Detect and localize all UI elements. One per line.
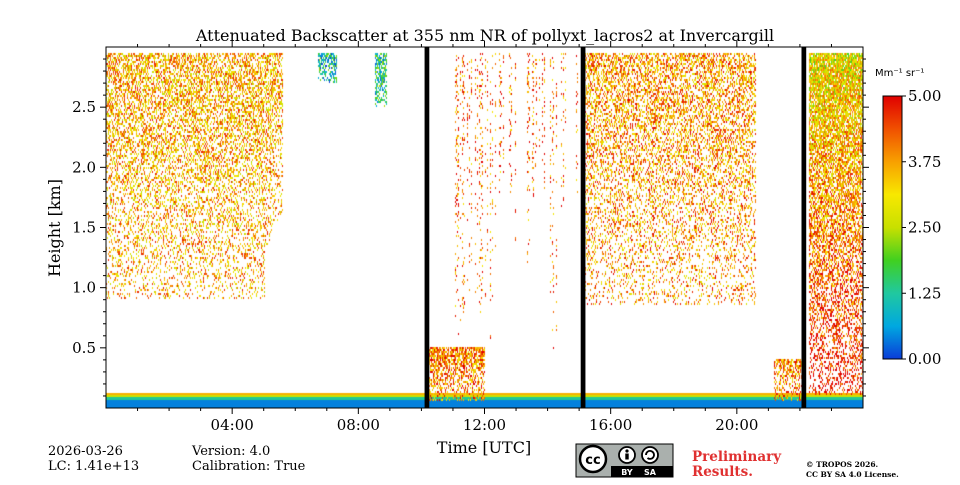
y-axis-title: Height [km] xyxy=(45,179,64,277)
colorbar xyxy=(882,95,903,360)
footer-lc: LC: 1.41e+13 xyxy=(48,459,139,474)
x-tick-label: 16:00 xyxy=(589,416,632,434)
copyright-line1: © TROPOS 2026. xyxy=(806,460,878,469)
no-data-gap xyxy=(580,47,586,408)
colorbar-tick-label: 1.25 xyxy=(908,284,941,302)
no-data-gap xyxy=(424,47,430,408)
x-tick-label: 08:00 xyxy=(337,416,380,434)
x-axis-title: Time [UTC] xyxy=(437,438,531,457)
x-tick-label: 20:00 xyxy=(715,416,758,434)
by-label: BY xyxy=(621,468,633,477)
x-axis: 04:00 08:00 12:00 16:00 20:00 xyxy=(137,41,832,434)
heatmap-canvas xyxy=(106,47,863,408)
y-tick-label: 1.0 xyxy=(72,279,96,297)
footer-date: 2026-03-26 xyxy=(48,444,123,459)
x-tick-label: 12:00 xyxy=(463,416,506,434)
x-tick-label: 04:00 xyxy=(211,416,254,434)
chart-title: Attenuated Backscatter at 355 nm NR of p… xyxy=(195,26,774,45)
colorbar-ticks: 0.00 1.25 2.50 3.75 5.00 xyxy=(902,87,941,368)
y-tick-label: 0.5 xyxy=(72,339,96,357)
no-data-gaps xyxy=(424,47,807,408)
sa-icon xyxy=(641,446,659,464)
no-data-gap xyxy=(801,47,807,408)
colorbar-tick-label: 2.50 xyxy=(908,219,941,237)
y-tick-label: 2.5 xyxy=(72,98,96,116)
preliminary-line2: Results. xyxy=(692,464,753,480)
colorbar-tick-label: 3.75 xyxy=(908,153,941,171)
footer-version: Version: 4.0 xyxy=(191,444,270,459)
heatmap-container xyxy=(106,47,863,408)
footer-calibration: Calibration: True xyxy=(192,459,306,474)
colorbar-unit: Mm⁻¹ sr⁻¹ xyxy=(875,68,924,79)
colorbar-tick-label: 5.00 xyxy=(908,87,941,105)
cc-letters: cc xyxy=(585,453,600,468)
y-tick-label: 2.0 xyxy=(72,158,96,176)
y-axis: 0.5 1.0 1.5 2.0 2.5 xyxy=(72,58,869,397)
preliminary-line1: Preliminary xyxy=(692,449,782,465)
colorbar-tick-label: 0.00 xyxy=(908,350,941,368)
copyright-line2: CC BY SA 4.0 License. xyxy=(806,470,899,479)
cc-by-sa-badge: cc BY SA xyxy=(575,443,674,478)
cc-icon xyxy=(578,444,608,474)
y-tick-label: 1.5 xyxy=(72,219,96,237)
sa-label: SA xyxy=(644,468,657,477)
